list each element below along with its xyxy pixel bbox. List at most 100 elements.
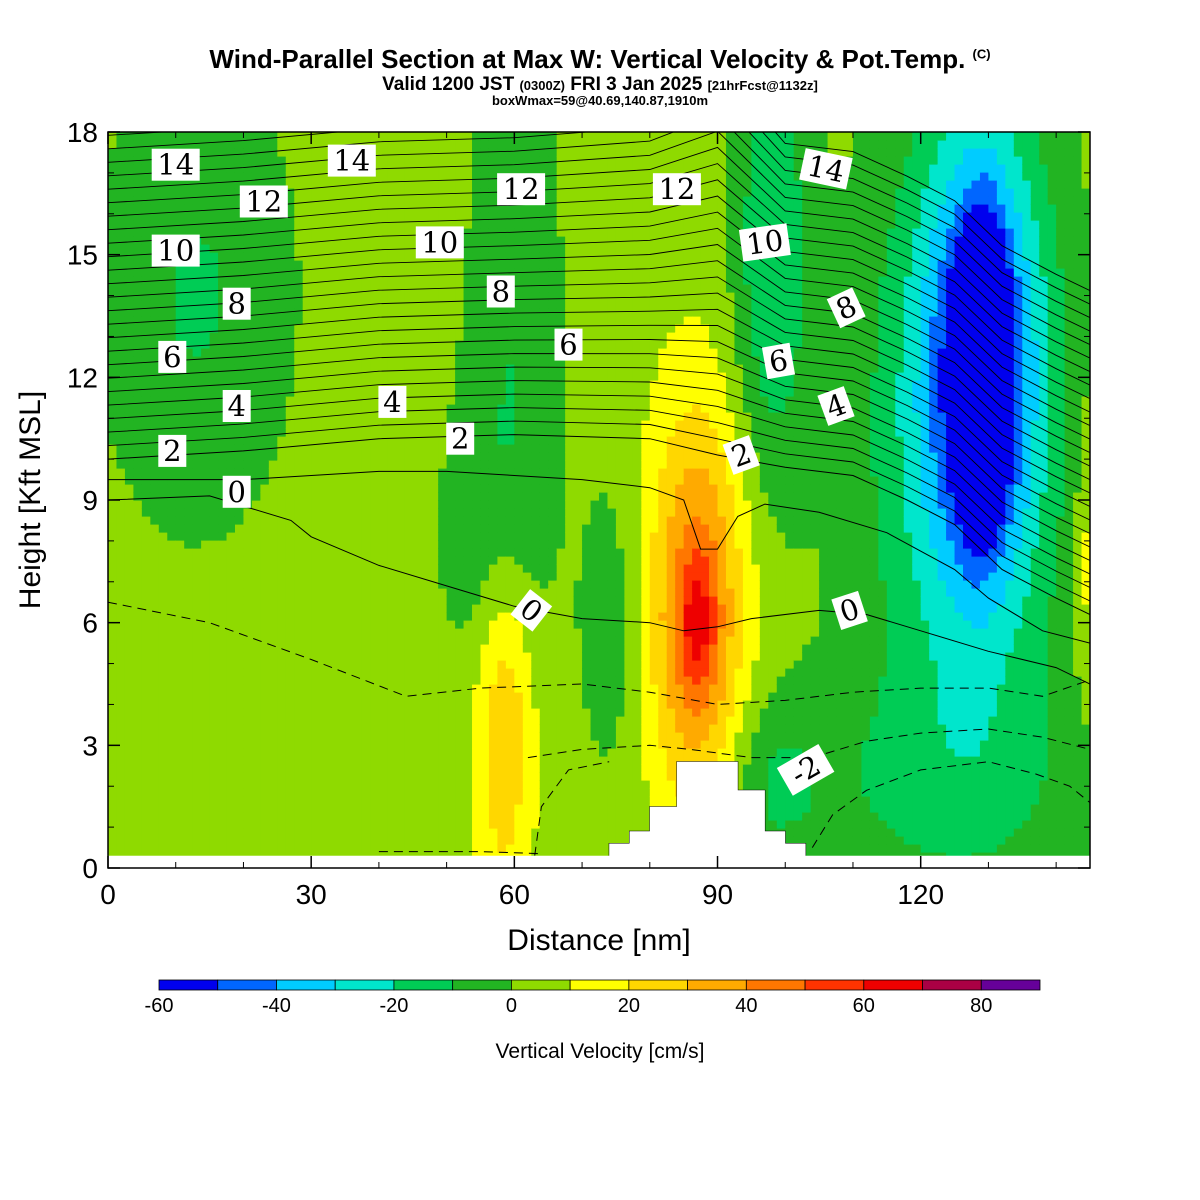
velocity-cell (268, 340, 278, 349)
velocity-cell (201, 180, 211, 189)
velocity-cell (243, 788, 253, 797)
velocity-cell (480, 740, 490, 749)
velocity-cell (438, 692, 448, 701)
velocity-cell (302, 844, 312, 853)
velocity-cell (133, 628, 143, 637)
velocity-cell (226, 588, 236, 597)
velocity-cell (141, 604, 151, 613)
velocity-cell (548, 364, 558, 373)
velocity-cell (336, 756, 346, 765)
velocity-cell (167, 764, 177, 773)
velocity-cell (277, 372, 287, 381)
velocity-cell (158, 404, 168, 413)
velocity-cell (268, 140, 278, 149)
velocity-cell (455, 788, 465, 797)
velocity-cell (378, 444, 388, 453)
velocity-cell (124, 356, 134, 365)
velocity-cell (319, 756, 329, 765)
velocity-cell (285, 836, 295, 845)
velocity-cell (116, 500, 126, 509)
velocity-cell (158, 140, 168, 149)
velocity-cell (421, 692, 431, 701)
velocity-cell (353, 804, 363, 813)
velocity-cell (556, 420, 566, 429)
velocity-cell (539, 540, 549, 549)
velocity-cell (226, 732, 236, 741)
velocity-cell (226, 572, 236, 581)
velocity-cell (167, 476, 177, 485)
velocity-cell (378, 236, 388, 245)
velocity-cell (472, 740, 482, 749)
velocity-cell (488, 700, 499, 709)
velocity-cell (243, 684, 253, 693)
velocity-cell (387, 356, 397, 365)
velocity-cell (167, 420, 177, 429)
velocity-cell (336, 732, 346, 741)
velocity-cell (438, 588, 448, 597)
velocity-cell (277, 836, 287, 845)
velocity-cell (234, 180, 245, 189)
velocity-cell (175, 492, 185, 501)
velocity-cell (116, 508, 126, 517)
velocity-cell (472, 764, 482, 773)
velocity-cell (150, 540, 160, 549)
velocity-cell (277, 420, 287, 429)
velocity-cell (133, 756, 143, 765)
velocity-cell (548, 324, 558, 333)
velocity-cell (488, 468, 499, 477)
velocity-cell (294, 276, 304, 285)
velocity-cell (328, 500, 338, 509)
velocity-cell (548, 276, 558, 285)
velocity-cell (175, 180, 185, 189)
velocity-cell (429, 420, 439, 429)
velocity-cell (539, 388, 549, 397)
velocity-cell (234, 612, 245, 621)
velocity-cell (531, 228, 541, 237)
velocity-cell (421, 676, 431, 685)
velocity-cell (243, 260, 253, 269)
velocity-cell (522, 356, 532, 365)
velocity-cell (285, 636, 295, 645)
velocity-cell (192, 428, 202, 437)
velocity-cell (302, 244, 312, 253)
velocity-cell (226, 436, 236, 445)
velocity-cell (268, 756, 278, 765)
velocity-cell (497, 444, 507, 453)
velocity-cell (141, 588, 151, 597)
velocity-cell (497, 572, 507, 581)
velocity-cell (277, 596, 287, 605)
velocity-cell (412, 644, 422, 653)
velocity-cell (226, 508, 236, 517)
chart-subtitle: Valid 1200 JST (0300Z) FRI 3 Jan 2025 [2… (382, 74, 818, 95)
velocity-cell (378, 484, 388, 493)
velocity-cell (294, 140, 304, 149)
velocity-cell (294, 588, 304, 597)
velocity-cell (285, 588, 295, 597)
velocity-cell (302, 436, 312, 445)
velocity-cell (370, 580, 380, 589)
velocity-cell (226, 220, 236, 229)
velocity-cell (421, 780, 431, 789)
velocity-cell (421, 820, 431, 829)
velocity-cell (218, 540, 228, 549)
velocity-cell (311, 388, 321, 397)
velocity-cell (412, 340, 422, 349)
velocity-cell (429, 188, 439, 197)
velocity-cell (268, 396, 278, 405)
velocity-cell (141, 268, 151, 277)
velocity-cell (387, 828, 397, 837)
velocity-cell (387, 292, 397, 301)
velocity-cell (421, 652, 431, 661)
velocity-cell (209, 468, 219, 477)
velocity-cell (404, 404, 414, 413)
velocity-cell (133, 644, 143, 653)
velocity-cell (328, 356, 338, 365)
velocity-cell (133, 348, 143, 357)
velocity-cell (150, 508, 160, 517)
velocity-cell (108, 612, 118, 621)
velocity-cell (184, 476, 194, 485)
velocity-cell (158, 300, 168, 309)
velocity-cell (201, 796, 211, 805)
velocity-cell (133, 380, 143, 389)
velocity-cell (446, 220, 456, 229)
